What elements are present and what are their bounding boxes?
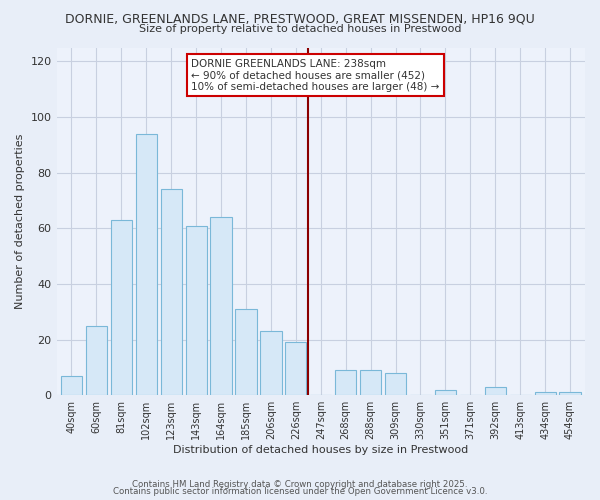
Text: Contains HM Land Registry data © Crown copyright and database right 2025.: Contains HM Land Registry data © Crown c…	[132, 480, 468, 489]
Bar	[260, 331, 281, 395]
Bar	[360, 370, 381, 395]
Bar	[535, 392, 556, 395]
Bar	[335, 370, 356, 395]
Bar	[136, 134, 157, 395]
Bar	[161, 190, 182, 395]
Text: DORNIE GREENLANDS LANE: 238sqm
← 90% of detached houses are smaller (452)
10% of: DORNIE GREENLANDS LANE: 238sqm ← 90% of …	[191, 58, 440, 92]
Bar	[559, 392, 581, 395]
Bar	[385, 373, 406, 395]
Bar	[435, 390, 456, 395]
Bar	[211, 217, 232, 395]
X-axis label: Distribution of detached houses by size in Prestwood: Distribution of detached houses by size …	[173, 445, 469, 455]
Bar	[61, 376, 82, 395]
Text: Size of property relative to detached houses in Prestwood: Size of property relative to detached ho…	[139, 24, 461, 34]
Y-axis label: Number of detached properties: Number of detached properties	[15, 134, 25, 309]
Bar	[111, 220, 132, 395]
Text: DORNIE, GREENLANDS LANE, PRESTWOOD, GREAT MISSENDEN, HP16 9QU: DORNIE, GREENLANDS LANE, PRESTWOOD, GREA…	[65, 12, 535, 26]
Text: Contains public sector information licensed under the Open Government Licence v3: Contains public sector information licen…	[113, 488, 487, 496]
Bar	[235, 309, 257, 395]
Bar	[86, 326, 107, 395]
Bar	[285, 342, 307, 395]
Bar	[485, 387, 506, 395]
Bar	[185, 226, 207, 395]
